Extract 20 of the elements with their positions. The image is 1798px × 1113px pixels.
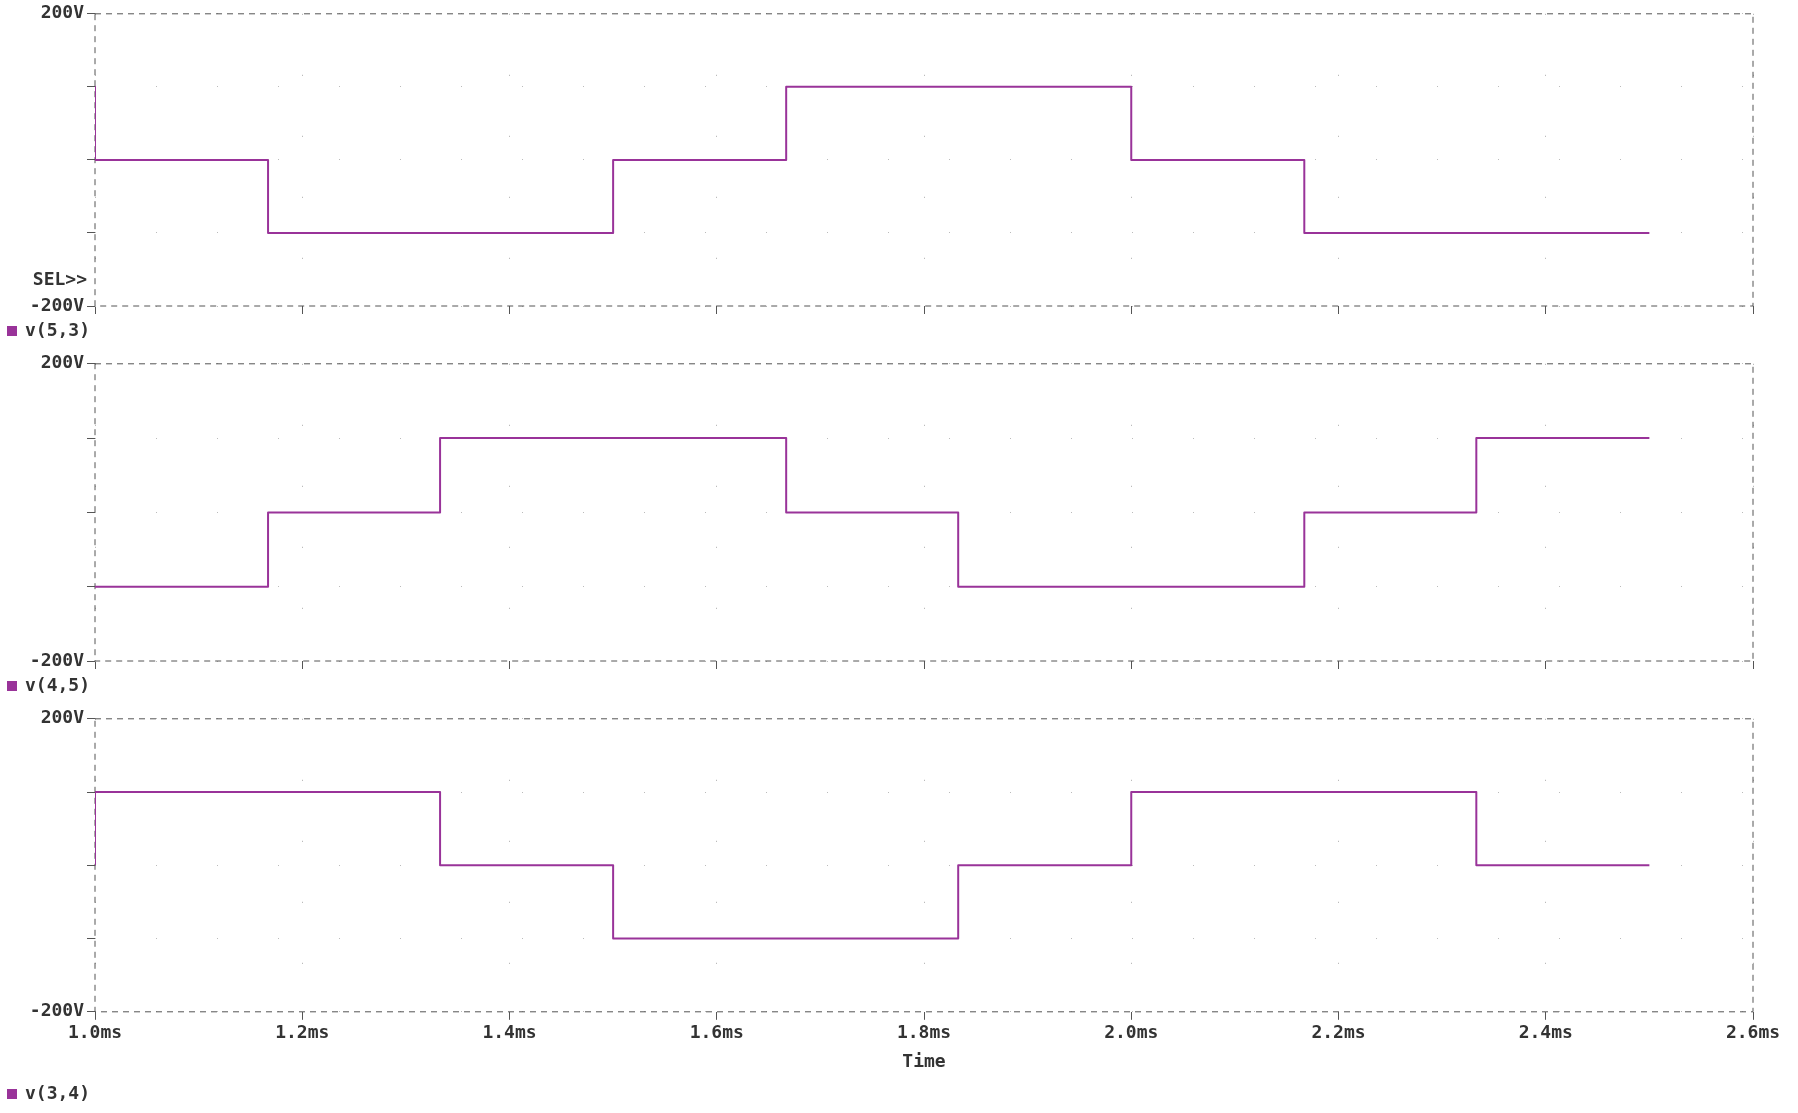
- y-tick-label: -200V: [29, 648, 85, 670]
- x-tick-label: 1.2ms: [275, 1021, 330, 1043]
- x-tick-label: 2.4ms: [1518, 1021, 1573, 1043]
- y-tick-label: 200V: [40, 1, 85, 23]
- x-axis-title: Time: [902, 1049, 946, 1071]
- y-tick-label: -200V: [29, 999, 85, 1021]
- x-tick-label: 2.2ms: [1311, 1021, 1366, 1043]
- x-tick-label: 2.6ms: [1725, 1021, 1781, 1043]
- legend-label: v(5,3): [25, 318, 91, 340]
- y-tick-label: 200V: [40, 351, 85, 373]
- x-tick-label: 2.0ms: [1104, 1021, 1159, 1043]
- x-tick-label: 1.6ms: [689, 1021, 744, 1043]
- legend-label: v(3,4): [25, 1081, 91, 1103]
- x-tick-label: 1.4ms: [482, 1021, 537, 1043]
- legend-label: v(4,5): [25, 673, 91, 695]
- x-tick-label: 1.0ms: [67, 1021, 123, 1043]
- y-tick-label: 200V: [40, 706, 85, 728]
- y-tick-label: -200V: [29, 293, 85, 315]
- text: SEL>>: [32, 267, 88, 289]
- x-tick-label: 1.8ms: [896, 1021, 952, 1043]
